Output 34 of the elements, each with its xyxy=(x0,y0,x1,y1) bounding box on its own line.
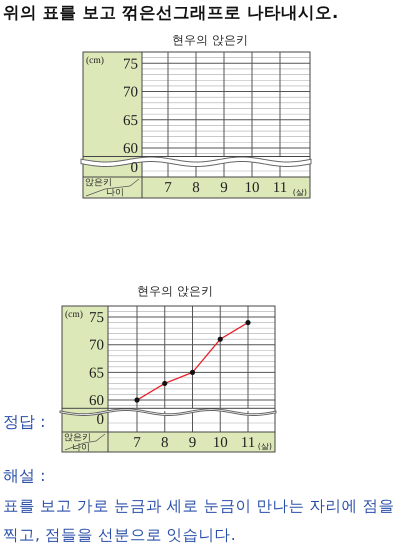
x-tick-label: 8 xyxy=(192,180,200,196)
x-axis-title: (살) xyxy=(292,188,307,197)
y-tick-label: 70 xyxy=(89,338,104,354)
y-tick-label: 75 xyxy=(123,56,138,72)
text: 0 xyxy=(130,160,138,177)
y-tick-label: 65 xyxy=(89,365,104,382)
y-tick-label: 75 xyxy=(89,310,104,326)
text: 나이 xyxy=(72,442,90,454)
text: 해설 : xyxy=(3,466,46,487)
x-tick-label: 10 xyxy=(212,435,228,451)
y-axis-title: (cm) xyxy=(65,310,83,320)
text: 앉은키 xyxy=(64,432,91,443)
x-tick-label: 11 xyxy=(240,435,256,451)
chart-title: 현우의 앉은키 xyxy=(137,284,213,298)
x-tick-label: 8 xyxy=(161,435,168,451)
x-axis-title: (살) xyxy=(258,442,272,451)
y-tick-label: 60 xyxy=(123,141,138,158)
x-tick-label: 9 xyxy=(220,180,228,196)
y-tick-label: 60 xyxy=(89,393,104,410)
text: 0 xyxy=(96,412,104,429)
text: 나이 xyxy=(106,187,124,199)
text: 위의 표를 보고 꺾은선그래프로 나타내시오. xyxy=(3,2,338,24)
x-tick-label: 11 xyxy=(272,180,288,196)
x-tick-label: 7 xyxy=(133,435,142,451)
x-tick-label: 10 xyxy=(244,180,260,196)
y-axis-title: (cm) xyxy=(86,56,104,66)
x-tick-label: 7 xyxy=(164,180,172,196)
y-tick-label: 65 xyxy=(123,112,138,129)
text: 정답 : xyxy=(3,412,46,433)
text: 표를 보고 가로 눈금과 세로 눈금이 만나는 자리에 점을 찍고, 점들을 선분으로 잇습니다. xyxy=(3,496,396,546)
y-tick-label: 70 xyxy=(123,84,138,101)
x-tick-label: 9 xyxy=(188,435,196,451)
text: 앉은키 xyxy=(85,177,112,188)
chart-title: 현우의 앉은키 xyxy=(172,33,248,47)
